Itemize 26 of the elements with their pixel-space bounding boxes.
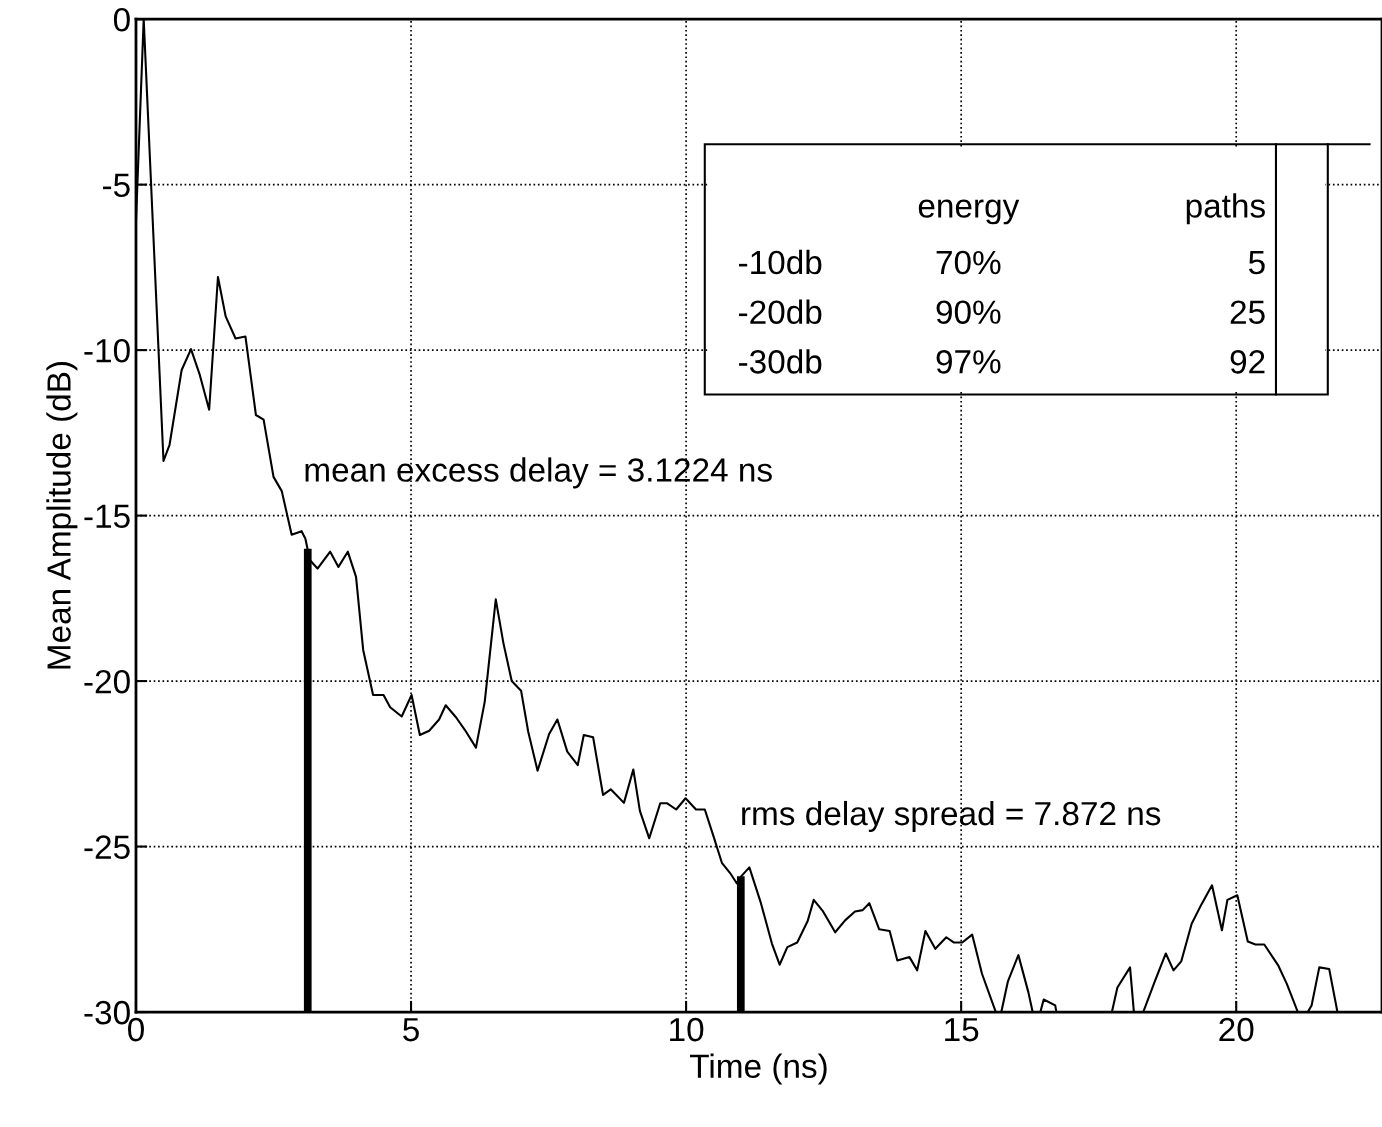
annotation: rms delay spread = 7.872 ns (742, 800, 1161, 832)
x-tick-label: 5 (403, 1018, 419, 1042)
annotation: energy (918, 199, 1020, 225)
annotation: -10db (739, 249, 822, 275)
y-tick-label: -20 (84, 669, 130, 694)
y-tick-label: -10 (84, 338, 130, 363)
annotation: mean excess delay = 3.1224 ns (305, 457, 772, 489)
y-tick-label: 0 (113, 7, 130, 32)
annotation: paths (1186, 193, 1265, 225)
y-tick-label: -25 (84, 835, 130, 859)
annotation: -20db (739, 299, 822, 324)
annotation: 97% (936, 350, 1001, 374)
annotation: 90% (936, 300, 1001, 324)
y-tick-label: -30 (84, 1000, 130, 1025)
annotation: -30db (739, 349, 822, 374)
y-axis-title: Mean Amplitude (dB) (46, 362, 78, 669)
x-axis-title: Time (ns) (690, 1053, 827, 1085)
x-tick-label: 10 (670, 1017, 704, 1042)
y-tick-label: -5 (102, 173, 130, 198)
annotation: 25 (1230, 300, 1265, 324)
annotation: 92 (1230, 350, 1265, 374)
x-tick-label: 20 (1219, 1017, 1254, 1042)
annotation: 5 (1248, 251, 1265, 275)
x-tick-label: 15 (945, 1018, 979, 1042)
y-tick-label: -15 (84, 504, 130, 529)
annotation: 70% (936, 250, 1001, 275)
